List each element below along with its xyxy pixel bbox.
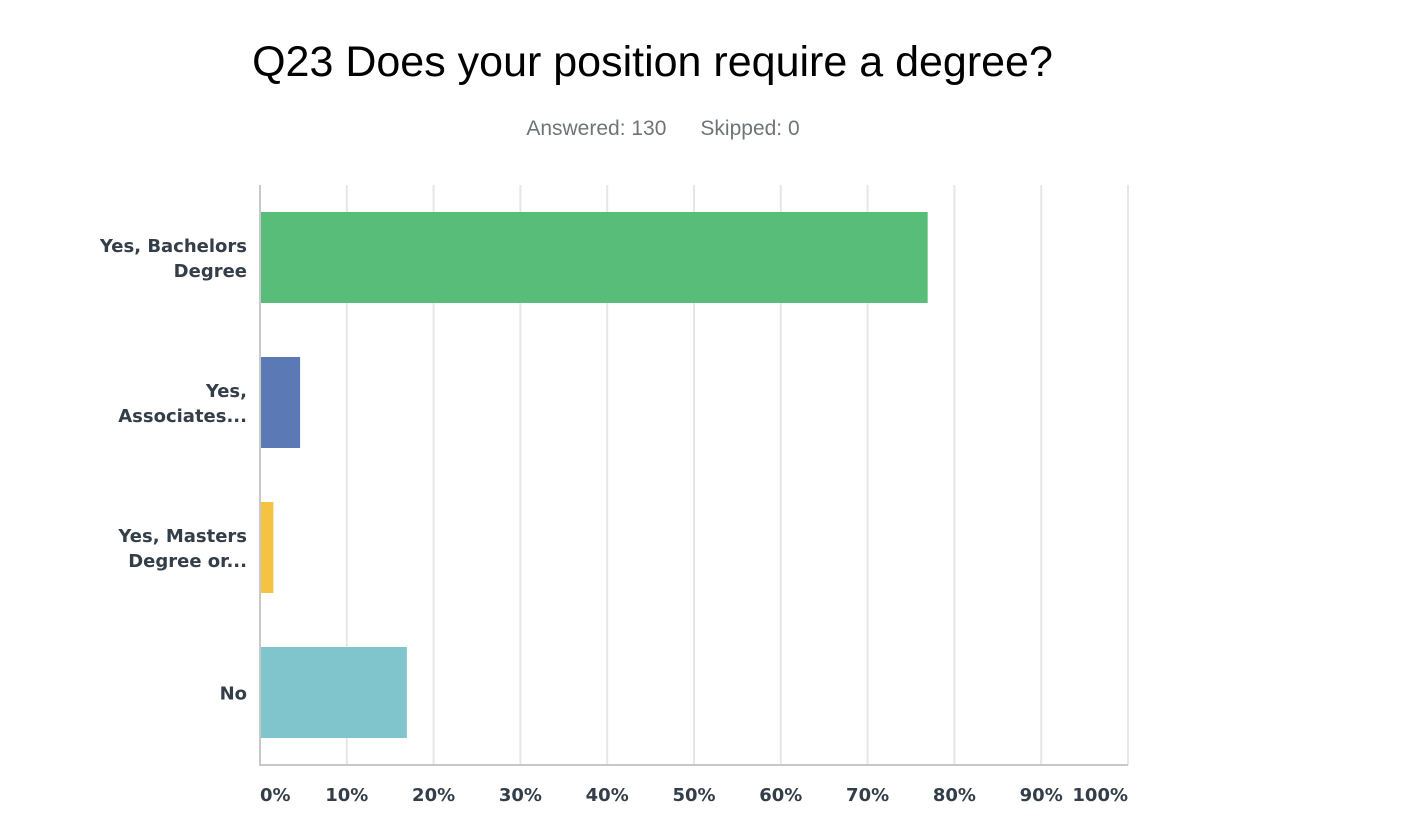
- x-tick-label: 60%: [759, 785, 802, 806]
- x-tick-label: 0%: [260, 785, 291, 806]
- x-tick-label: 80%: [933, 785, 976, 806]
- bar: [260, 502, 274, 593]
- x-tick-label: 50%: [672, 785, 715, 806]
- x-tick-label: 100%: [1072, 785, 1128, 806]
- response-summary: Answered: 130 Skipped: 0: [0, 117, 1326, 141]
- category-label: Degree: [174, 261, 247, 282]
- x-tick-label: 30%: [499, 785, 542, 806]
- bar: [260, 212, 928, 303]
- skipped-count: Skipped: 0: [700, 117, 800, 140]
- category-label: Yes, Bachelors: [99, 236, 247, 257]
- category-label: Yes,: [205, 381, 247, 402]
- x-tick-label: 90%: [1020, 785, 1063, 806]
- x-tick-label: 70%: [846, 785, 889, 806]
- chart-title: Q23 Does your position require a degree?: [252, 38, 1053, 86]
- x-tick-label: 20%: [412, 785, 455, 806]
- x-tick-label: 40%: [586, 785, 629, 806]
- bar: [260, 647, 407, 738]
- bar: [260, 357, 301, 448]
- category-label: Degree or...: [128, 551, 247, 572]
- x-tick-label: 10%: [325, 785, 368, 806]
- category-label: Associates...: [118, 406, 247, 427]
- answered-count: Answered: 130: [526, 117, 667, 140]
- category-label: Yes, Masters: [117, 526, 247, 547]
- category-label: No: [220, 684, 247, 705]
